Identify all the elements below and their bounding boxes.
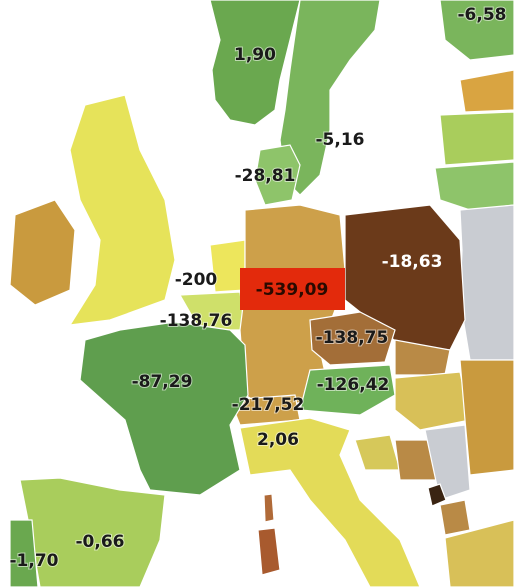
romania (459, 359, 514, 476)
finland (439, 0, 514, 61)
norway (209, 0, 301, 126)
denmark (254, 144, 301, 206)
ireland (9, 199, 76, 306)
portugal (9, 519, 39, 587)
value-label: -0,66 (76, 532, 125, 552)
estonia (459, 69, 514, 113)
hungary (394, 371, 471, 431)
value-label: -138,76 (160, 311, 233, 331)
value-label: -6,58 (458, 5, 507, 25)
value-label: -28,81 (235, 166, 296, 186)
lithuania (434, 161, 514, 211)
sweden (279, 0, 381, 196)
serbia (424, 424, 471, 501)
value-label: -87,29 (132, 372, 193, 392)
latvia (439, 111, 514, 166)
value-label: -1,70 (10, 551, 59, 571)
value-label: -18,63 (382, 252, 443, 272)
albania (439, 499, 471, 536)
value-label: -200 (175, 270, 218, 290)
france (79, 321, 249, 496)
sardinia (257, 527, 281, 576)
montenegro (427, 483, 447, 507)
czech (309, 311, 396, 366)
value-label: -126,42 (317, 375, 390, 395)
italy (239, 417, 421, 587)
corsica (263, 493, 275, 523)
austria (299, 364, 396, 416)
value-label: 1,90 (234, 45, 276, 65)
value-label: 2,06 (257, 430, 299, 450)
value-label: -217,52 (232, 395, 305, 415)
uk (68, 94, 176, 326)
belarus-ukraine (459, 204, 514, 361)
value-label: -539,09 (256, 280, 329, 300)
greece (444, 519, 514, 587)
value-label: -5,16 (316, 130, 365, 150)
highlight-box (240, 268, 345, 310)
value-label: -138,75 (316, 328, 389, 348)
